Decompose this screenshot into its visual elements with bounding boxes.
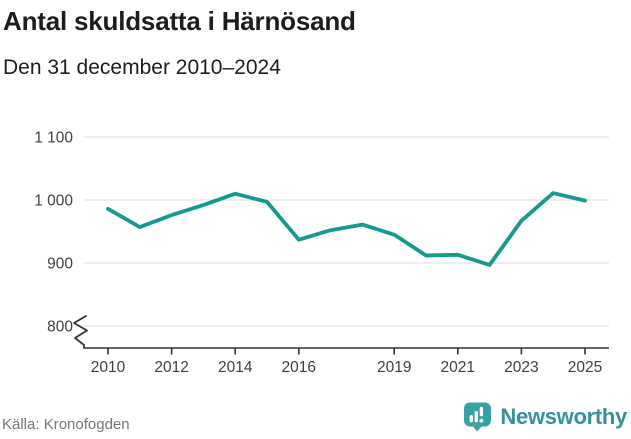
x-tick-label: 2010 bbox=[91, 359, 126, 376]
data-line bbox=[106, 191, 587, 267]
line-chart: 1 100 1 000 900 800 2010 2012 2014 2016 2019 2021… bbox=[34, 130, 609, 376]
axis-break-icon bbox=[73, 315, 88, 349]
x-tick-label: 2021 bbox=[441, 359, 475, 376]
x-tick-label: 2025 bbox=[568, 359, 602, 376]
x-tick-label: 2016 bbox=[282, 359, 316, 376]
x-tick-label: 2012 bbox=[154, 359, 188, 376]
source-note: Källa: Kronofogden bbox=[2, 416, 130, 433]
newsworthy-wordmark: Newsworthy bbox=[500, 403, 627, 429]
x-tick-label: 2014 bbox=[218, 359, 253, 376]
chart-subtitle: Den 31 december 2010–2024 bbox=[3, 56, 281, 79]
y-tick-label: 800 bbox=[47, 319, 73, 336]
bar-chart-speech-bubble-icon bbox=[464, 402, 492, 432]
y-tick-label: 900 bbox=[47, 256, 73, 273]
x-tick-label: 2019 bbox=[377, 359, 411, 376]
newsworthy-logo[interactable]: Newsworthy bbox=[463, 401, 627, 432]
chart-title: Antal skuldsatta i Härnösand bbox=[3, 6, 356, 36]
y-tick-label: 1 100 bbox=[34, 130, 73, 147]
x-tick-label: 2023 bbox=[504, 359, 538, 376]
y-tick-label: 1 000 bbox=[34, 193, 73, 210]
